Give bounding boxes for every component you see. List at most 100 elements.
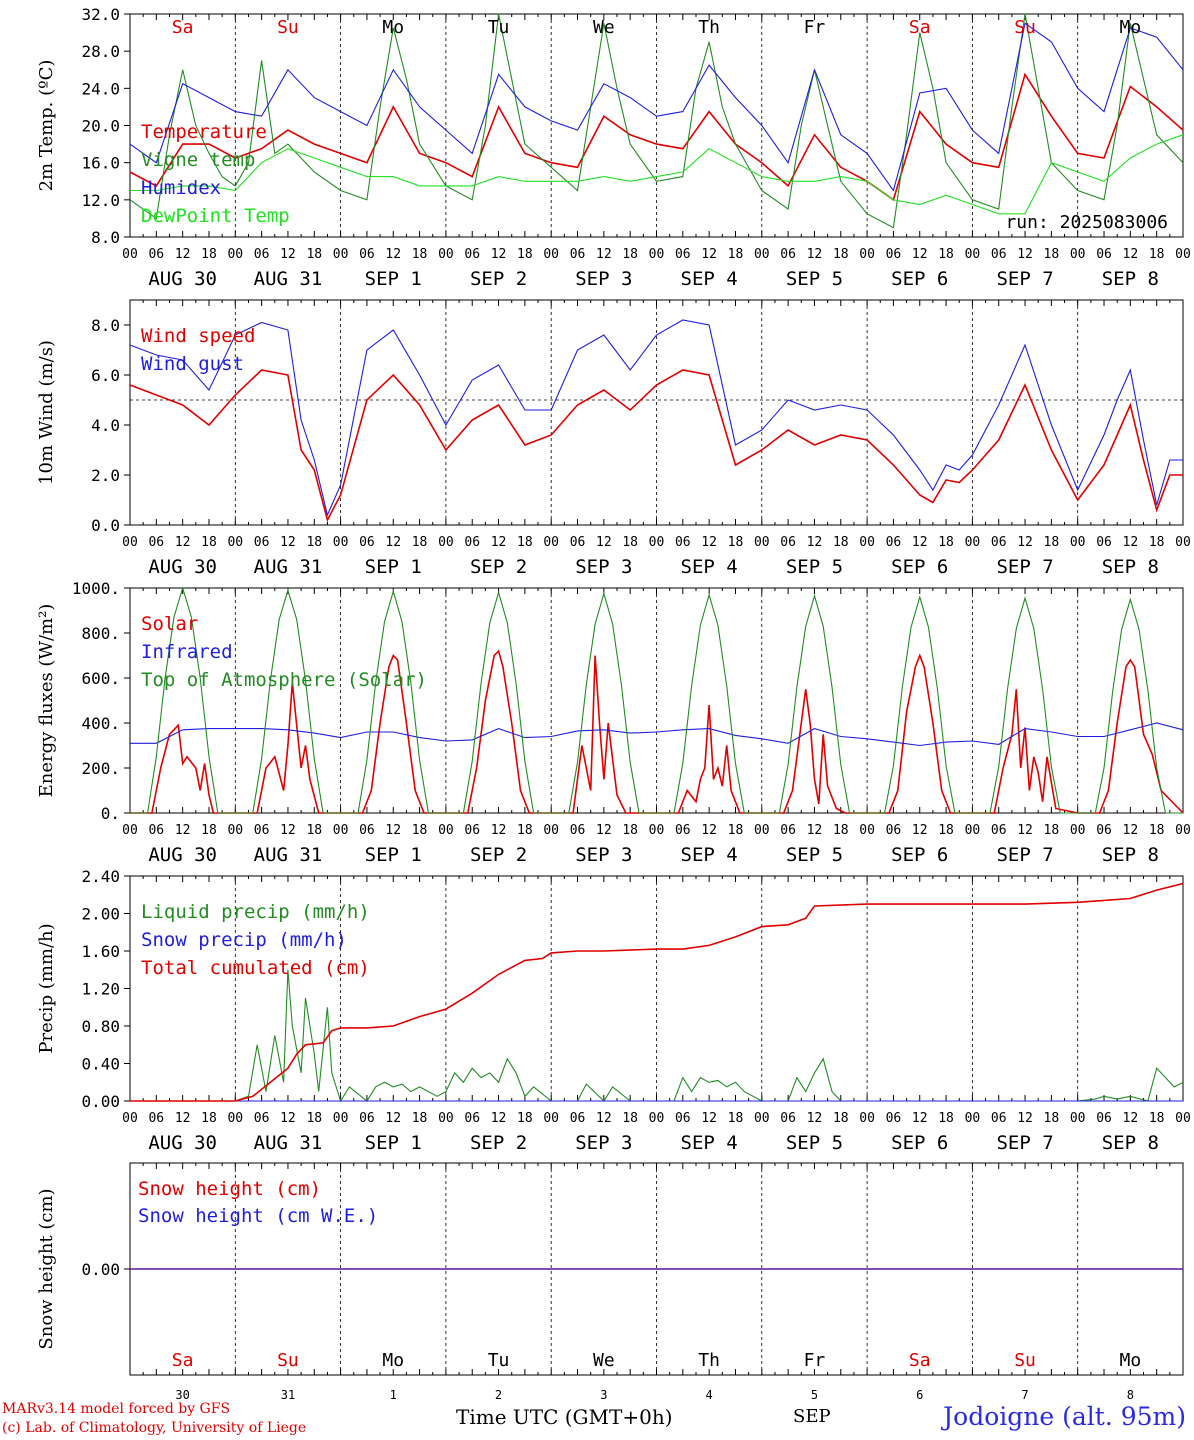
hour-label: 18 [622,1111,638,1126]
series-line-4 [130,134,1184,215]
day-label: SEP 2 [470,1132,527,1154]
y-tick-label: 0.00 [81,1260,120,1279]
y-tick-label: 1.60 [81,942,120,961]
hour-label: 12 [491,823,507,838]
hour-label: 12 [280,247,296,262]
chart-panel-1: 8.0 12.0 16.0 20.0 24.0 28.0 32.0 2m Temp. (ºC)… [36,5,1191,290]
hour-label: 18 [1044,823,1060,838]
time-axis-title: Time UTC (GMT+0h) [456,1405,673,1429]
weekday-label: Mo [382,17,404,38]
hour-label: 12 [1123,1111,1139,1126]
legend-entry: Total cumulated (cm) [141,957,370,979]
hour-label: 12 [596,247,612,262]
y-tick-label: 12.0 [81,191,120,210]
hour-label: 06 [1096,823,1112,838]
series-line-3 [130,882,1184,1102]
hour-label: 12 [385,535,401,550]
hour-label: 06 [148,535,164,550]
hour-label: 00 [543,823,559,838]
hour-label: 00 [859,823,875,838]
hour-label: 12 [701,247,717,262]
series-line-2 [129,13,1184,229]
hour-label: 18 [306,535,322,550]
day-label: AUG 30 [148,844,217,866]
day-label: AUG 30 [148,268,217,290]
y-tick-label: 0.40 [81,1055,120,1074]
hour-label: 12 [175,1111,191,1126]
hour-label: 00 [333,823,349,838]
hour-label: 12 [491,535,507,550]
chart-panel-3: 0. 200. 400. 600. 800. 1000. Energy fluxes (W/… [36,579,1191,866]
hour-label: 00 [1070,247,1086,262]
hour-label: 00 [754,535,770,550]
hour-label: 12 [596,823,612,838]
hour-label: 00 [438,1111,454,1126]
day-label: SEP 8 [1102,556,1159,578]
hour-label: 18 [833,823,849,838]
hour-label: 12 [701,1111,717,1126]
day-number-label: 1 [390,1388,397,1402]
hour-label: 00 [122,1111,138,1126]
y-tick-label: 4.0 [91,416,120,435]
hour-label: 18 [622,535,638,550]
y-tick-label: 2.0 [91,466,120,485]
hour-label: 00 [227,535,243,550]
hour-label: 18 [938,247,954,262]
y-tick-label: 800. [81,624,120,643]
hour-label: 18 [412,535,428,550]
hour-label: 12 [175,823,191,838]
hour-label: 06 [675,823,691,838]
hour-label: 00 [227,823,243,838]
y-tick-label: 600. [81,669,120,688]
hour-label: 18 [412,823,428,838]
hour-label: 12 [701,823,717,838]
plot-frame [129,587,1184,814]
hour-label: 12 [1017,1111,1033,1126]
hour-label: 18 [201,823,217,838]
hour-label: 00 [859,535,875,550]
y-tick-label: 0.80 [81,1017,120,1036]
hour-label: 06 [991,535,1007,550]
hour-label: 00 [438,823,454,838]
hour-label: 18 [306,247,322,262]
day-label: SEP 7 [996,268,1053,290]
series-line-2 [130,722,1184,747]
weekday-label: Sa [909,1350,931,1371]
hour-label: 06 [1096,247,1112,262]
hour-label: 18 [517,823,533,838]
y-axis-label: Precip (mm/h) [36,923,57,1053]
hour-label: 06 [148,247,164,262]
day-label: SEP 8 [1102,1132,1159,1154]
hour-label: 00 [965,1111,981,1126]
hour-label: 06 [464,247,480,262]
weekday-label: We [593,17,615,38]
series-line-1 [129,72,1184,202]
hour-label: 12 [1017,535,1033,550]
day-number-label: 4 [706,1388,713,1402]
hour-label: 00 [438,247,454,262]
hour-label: 00 [965,823,981,838]
day-label: SEP 1 [365,268,422,290]
hour-label: 18 [938,535,954,550]
hour-label: 12 [1123,535,1139,550]
hour-label: 12 [491,1111,507,1126]
hour-label: 06 [570,535,586,550]
hour-label: 18 [938,823,954,838]
day-label: SEP 7 [996,844,1053,866]
plot-frame [129,13,1184,238]
hour-label: 12 [596,535,612,550]
day-label: SEP 3 [575,268,632,290]
hour-label: 18 [517,1111,533,1126]
day-label: SEP 1 [365,844,422,866]
weekday-label: Sa [909,17,931,38]
hour-label: 06 [991,247,1007,262]
hour-label: 06 [675,247,691,262]
series-line-1 [130,969,1184,1103]
hour-label: 12 [1123,823,1139,838]
hour-label: 12 [280,535,296,550]
hour-label: 12 [175,247,191,262]
hour-label: 06 [991,1111,1007,1126]
series-line-3 [129,22,1184,192]
credit-line: (c) Lab. of Climatology, University of L… [2,1420,307,1436]
weekday-label: Su [277,1350,299,1371]
